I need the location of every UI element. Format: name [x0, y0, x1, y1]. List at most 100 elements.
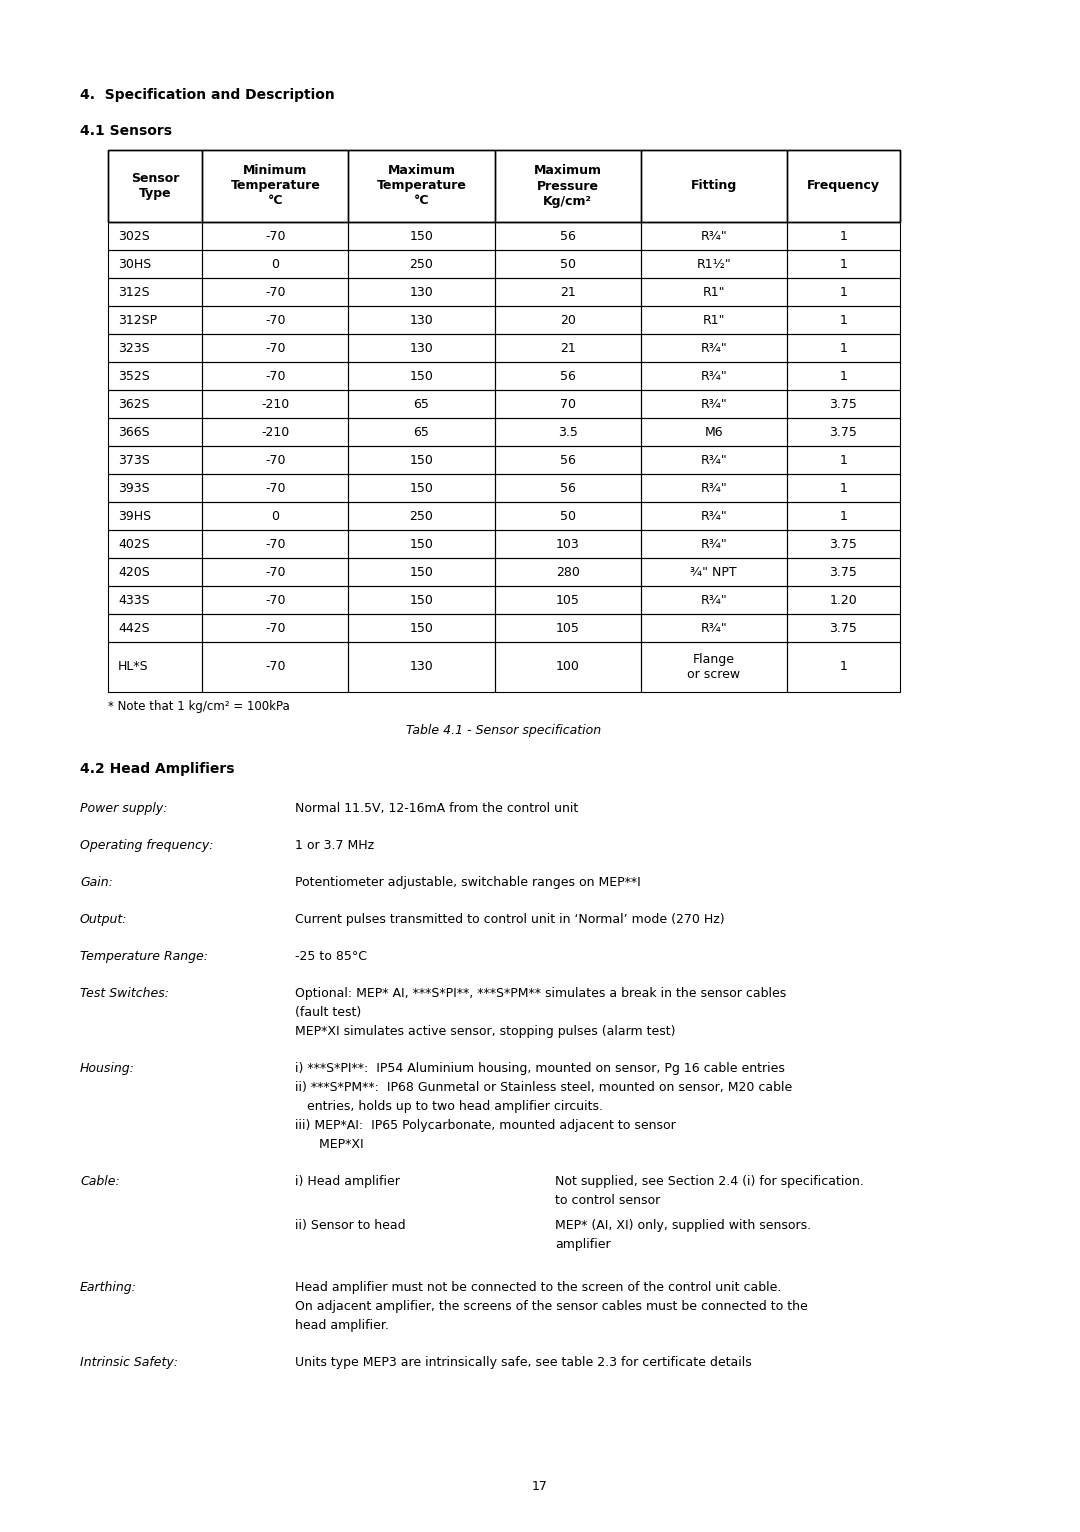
Text: 3.5: 3.5	[557, 426, 578, 438]
Bar	[640, 614, 787, 642]
Text: Fitting: Fitting	[691, 179, 737, 193]
Text: -210: -210	[261, 426, 289, 438]
Text: entries, holds up to two head amplifier circuits.: entries, holds up to two head amplifier …	[295, 1100, 603, 1114]
Text: Gain:: Gain:	[80, 876, 113, 889]
Text: R¾": R¾"	[701, 453, 727, 467]
Text: * Note that 1 kg/cm² = 100kPa: * Note that 1 kg/cm² = 100kPa	[108, 700, 289, 712]
Text: Not supplied, see Section 2.4 (i) for specification.: Not supplied, see Section 2.4 (i) for sp…	[555, 1175, 864, 1187]
Text: 150: 150	[409, 622, 433, 634]
Bar	[495, 558, 640, 587]
Text: 362S: 362S	[118, 397, 150, 411]
Bar	[202, 362, 349, 391]
Bar	[349, 277, 495, 306]
Text: -210: -210	[261, 397, 289, 411]
Text: 1 or 3.7 MHz: 1 or 3.7 MHz	[295, 840, 374, 852]
Text: 433S: 433S	[118, 593, 150, 607]
Bar	[640, 334, 787, 362]
Bar	[640, 391, 787, 418]
Text: Sensor
Type: Sensor Type	[131, 172, 179, 201]
Bar	[349, 334, 495, 362]
Bar	[349, 614, 495, 642]
Bar	[349, 362, 495, 391]
Bar	[202, 334, 349, 362]
Text: -70: -70	[265, 342, 285, 354]
Bar	[349, 642, 495, 692]
Bar	[202, 473, 349, 502]
Text: Maximum
Temperature
°C: Maximum Temperature °C	[377, 164, 467, 207]
Text: head amplifier.: head amplifier.	[295, 1319, 389, 1331]
Text: 312SP: 312SP	[118, 314, 157, 326]
Text: R1": R1"	[702, 285, 725, 299]
Bar	[640, 362, 787, 391]
Bar	[787, 277, 900, 306]
Bar	[108, 473, 202, 502]
Text: 302S: 302S	[118, 230, 150, 242]
Bar	[349, 502, 495, 530]
Text: -70: -70	[265, 481, 285, 495]
Bar	[108, 150, 202, 222]
Text: R¾": R¾"	[701, 397, 727, 411]
Bar	[349, 306, 495, 334]
Bar	[349, 391, 495, 418]
Bar	[640, 150, 787, 222]
Text: 150: 150	[409, 369, 433, 383]
Text: 1.20: 1.20	[829, 593, 858, 607]
Text: R¾": R¾"	[701, 538, 727, 550]
Text: 250: 250	[409, 257, 433, 271]
Bar	[495, 530, 640, 558]
Bar	[108, 150, 900, 222]
Text: -25 to 85°C: -25 to 85°C	[295, 950, 367, 964]
Text: R¾": R¾"	[701, 510, 727, 522]
Text: 20: 20	[559, 314, 576, 326]
Bar	[787, 222, 900, 250]
Text: Test Switches:: Test Switches:	[80, 987, 168, 1000]
Text: ii) Sensor to head: ii) Sensor to head	[295, 1219, 406, 1232]
Text: 393S: 393S	[118, 481, 150, 495]
Text: -70: -70	[265, 538, 285, 550]
Text: Output:: Output:	[80, 913, 127, 925]
Bar	[495, 642, 640, 692]
Text: Table 4.1 - Sensor specification: Table 4.1 - Sensor specification	[406, 725, 602, 737]
Bar	[202, 150, 349, 222]
Text: Normal 11.5V, 12-16mA from the control unit: Normal 11.5V, 12-16mA from the control u…	[295, 801, 578, 815]
Text: 1: 1	[839, 660, 848, 674]
Bar	[640, 306, 787, 334]
Text: 373S: 373S	[118, 453, 150, 467]
Bar	[787, 587, 900, 614]
Text: 1: 1	[839, 510, 848, 522]
Text: -70: -70	[265, 660, 285, 674]
Text: 3.75: 3.75	[829, 622, 858, 634]
Bar	[108, 418, 202, 446]
Text: 150: 150	[409, 593, 433, 607]
Bar	[202, 530, 349, 558]
Text: 3.75: 3.75	[829, 426, 858, 438]
Text: 0: 0	[271, 257, 280, 271]
Text: -70: -70	[265, 622, 285, 634]
Text: R¾": R¾"	[701, 230, 727, 242]
Text: 3.75: 3.75	[829, 397, 858, 411]
Text: Maximum
Pressure
Kg/cm²: Maximum Pressure Kg/cm²	[534, 164, 602, 207]
Text: 103: 103	[556, 538, 580, 550]
Text: 130: 130	[409, 285, 433, 299]
Text: 130: 130	[409, 314, 433, 326]
Text: 39HS: 39HS	[118, 510, 151, 522]
Text: R¾": R¾"	[701, 593, 727, 607]
Bar	[787, 530, 900, 558]
Bar	[202, 614, 349, 642]
Text: 56: 56	[559, 230, 576, 242]
Bar	[640, 446, 787, 473]
Bar	[787, 642, 900, 692]
Text: 21: 21	[559, 342, 576, 354]
Bar	[349, 222, 495, 250]
Text: i) ***S*PI**:  IP54 Aluminium housing, mounted on sensor, Pg 16 cable entries: i) ***S*PI**: IP54 Aluminium housing, mo…	[295, 1062, 785, 1075]
Text: R¾": R¾"	[701, 622, 727, 634]
Text: 65: 65	[414, 397, 430, 411]
Text: 442S: 442S	[118, 622, 150, 634]
Bar	[202, 642, 349, 692]
Bar	[202, 306, 349, 334]
Bar	[787, 362, 900, 391]
Text: 100: 100	[556, 660, 580, 674]
Bar	[495, 250, 640, 277]
Text: HL*S: HL*S	[118, 660, 149, 674]
Bar	[640, 277, 787, 306]
